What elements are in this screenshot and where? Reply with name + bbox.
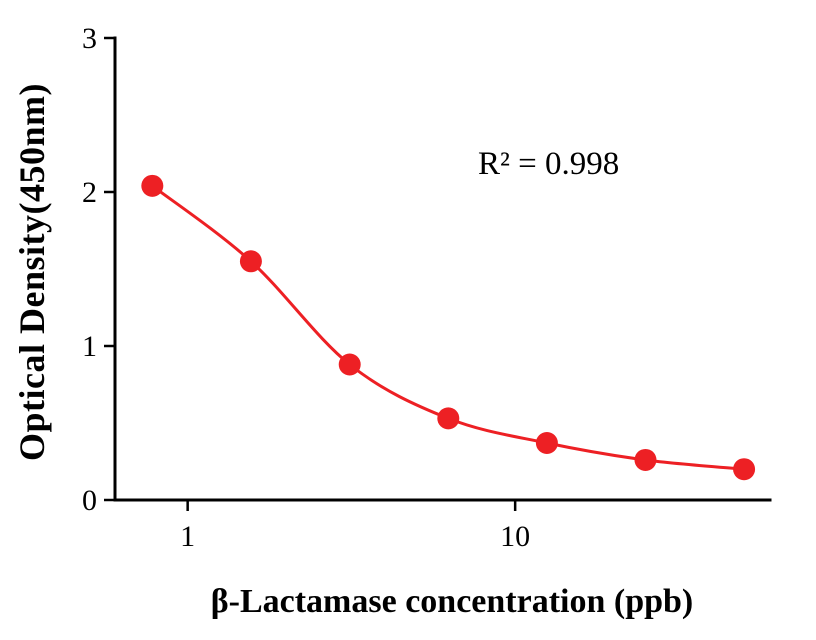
data-point bbox=[634, 448, 657, 471]
data-point bbox=[437, 407, 460, 430]
x-axis-title: β-Lactamase concentration (ppb) bbox=[210, 583, 694, 620]
y-tick-label: 2 bbox=[82, 176, 97, 209]
data-point bbox=[239, 250, 262, 273]
y-axis-title: Optical Density(450nm) bbox=[12, 83, 52, 461]
x-tick-label: 1 bbox=[180, 520, 195, 553]
y-tick-label: 0 bbox=[82, 484, 97, 517]
data-point bbox=[733, 458, 756, 481]
x-tick-label: 10 bbox=[500, 520, 530, 553]
y-tick-label: 3 bbox=[82, 22, 97, 55]
data-point bbox=[338, 353, 361, 376]
data-point bbox=[141, 174, 164, 197]
y-tick-label: 1 bbox=[82, 330, 97, 363]
data-point bbox=[535, 432, 558, 455]
r-squared-annotation: R² = 0.998 bbox=[478, 146, 620, 182]
axis-spine bbox=[113, 36, 772, 502]
